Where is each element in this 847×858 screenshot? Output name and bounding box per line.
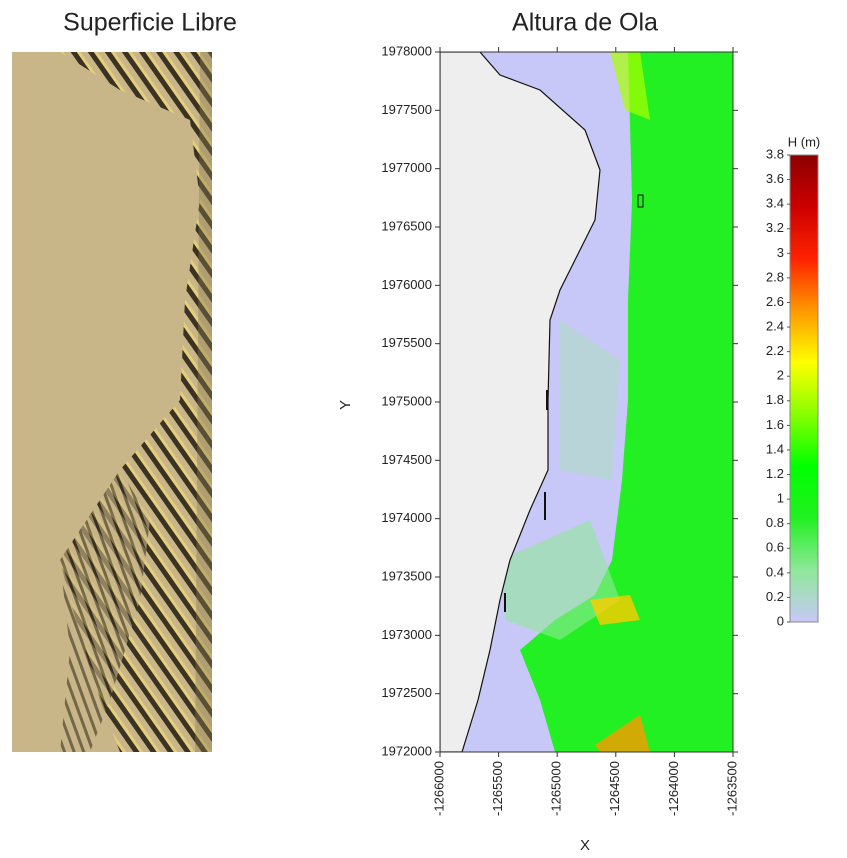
y-tick-label: 1974000 [381, 510, 432, 525]
x-tick-label: -1266000 [431, 761, 446, 816]
colorbar-tick-label: 2.2 [766, 343, 784, 358]
x-axis-label: X [580, 837, 590, 854]
x-tick-label: -1263500 [724, 761, 739, 816]
y-tick-label: 1975000 [381, 393, 432, 408]
y-tick-label: 1975500 [381, 335, 432, 350]
colorbar-tick-label: 3.2 [766, 220, 784, 235]
colorbar-tick-label: 3.6 [766, 171, 784, 186]
panel-title: Superficie Libre [63, 9, 237, 37]
free-surface-image [12, 52, 212, 752]
colorbar-tick-label: 3 [777, 245, 784, 260]
y-tick-label: 1972500 [381, 685, 432, 700]
y-tick-label: 1973000 [381, 627, 432, 642]
colorbar-tick-label: 1.8 [766, 392, 784, 407]
x-tick-label: -1264000 [666, 761, 681, 816]
colorbar-tick-label: 2.4 [766, 318, 784, 333]
y-tick-label: 1974500 [381, 452, 432, 467]
colorbar-tick-label: 0 [777, 613, 784, 628]
panel-title: Altura de Ola [512, 9, 658, 37]
y-tick-label: 1976000 [381, 277, 432, 292]
colorbar-tick-label: 1 [777, 491, 784, 506]
x-tick-label: -1265500 [490, 761, 505, 816]
y-tick-label: 1977000 [381, 160, 432, 175]
colorbar [789, 154, 819, 623]
colorbar-tick-label: 0.8 [766, 515, 784, 530]
y-tick-label: 1973500 [381, 568, 432, 583]
wave-height-field [440, 52, 733, 752]
colorbar-tick-label: 0.2 [766, 589, 784, 604]
x-tick-label: -1264500 [607, 761, 622, 816]
colorbar-tick-label: 1.4 [766, 441, 784, 456]
colorbar-tick-label: 2 [777, 368, 784, 383]
colorbar-tick-label: 0.6 [766, 540, 784, 555]
colorbar-tick-label: 2.6 [766, 294, 784, 309]
y-tick-label: 1978000 [381, 43, 432, 58]
colorbar-tick-label: 3.4 [766, 196, 784, 211]
y-tick-label: 1972000 [381, 743, 432, 758]
y-tick-label: 1977500 [381, 102, 432, 117]
colorbar-tick-label: 1.6 [766, 417, 784, 432]
colorbar-label: H (m) [788, 134, 821, 149]
colorbar-tick-label: 0.4 [766, 564, 784, 579]
colorbar-tick-label: 3.8 [766, 146, 784, 161]
colorbar-tick-label: 1.2 [766, 466, 784, 481]
x-tick-label: -1265000 [549, 761, 564, 816]
y-tick-label: 1976500 [381, 218, 432, 233]
y-axis-label: Y [337, 400, 354, 410]
colorbar-tick-label: 2.8 [766, 269, 784, 284]
